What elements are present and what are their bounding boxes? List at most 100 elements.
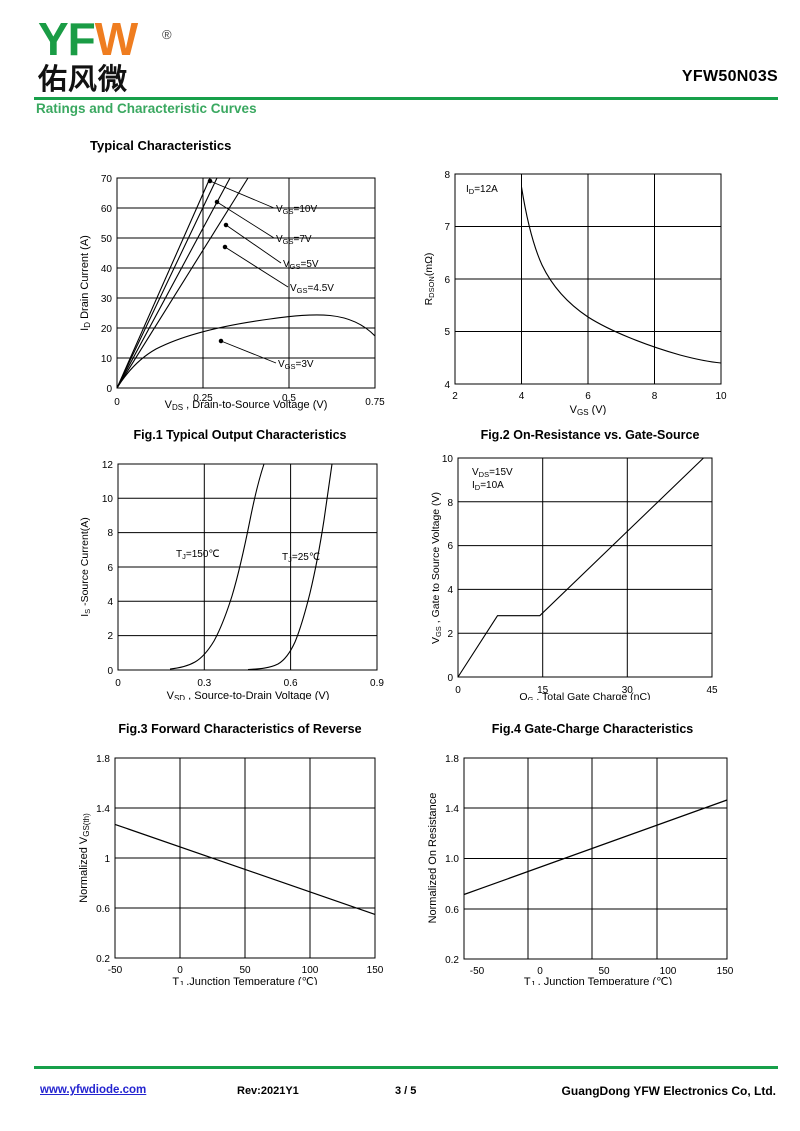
svg-text:1.8: 1.8 (96, 754, 110, 765)
svg-text:0: 0 (177, 965, 183, 976)
company-name: GuangDong YFW Electronics Co, Ltd. (561, 1084, 776, 1098)
fig3-caption: Fig.3 Forward Characteristics of Reverse (118, 722, 362, 736)
svg-text:0.25: 0.25 (193, 393, 213, 404)
svg-text:0.75: 0.75 (365, 397, 385, 408)
svg-text:7: 7 (444, 222, 450, 233)
svg-text:2: 2 (107, 631, 113, 642)
svg-text:0: 0 (107, 666, 113, 677)
svg-text:VGS=3V: VGS=3V (278, 359, 314, 371)
logo-yf-text: YF (38, 13, 96, 65)
svg-text:ID=10A: ID=10A (472, 480, 504, 492)
svg-text:TJ=150℃: TJ=150℃ (176, 549, 220, 561)
svg-text:TJ=25℃: TJ=25℃ (282, 552, 320, 564)
svg-text:VGS=7V: VGS=7V (276, 234, 312, 246)
svg-text:0: 0 (106, 384, 112, 395)
svg-text:1.8: 1.8 (445, 754, 459, 765)
svg-text:50: 50 (598, 966, 610, 977)
svg-text:30: 30 (101, 294, 113, 305)
svg-text:8: 8 (444, 170, 450, 181)
svg-text:100: 100 (660, 966, 677, 977)
svg-text:0.6: 0.6 (96, 904, 110, 915)
svg-text:45: 45 (706, 685, 718, 696)
svg-text:ID Drain Current (A): ID Drain Current (A) (79, 235, 92, 331)
svg-text:Normalized VGS(th): Normalized VGS(th) (78, 813, 91, 903)
svg-text:Normalized On Resistance: Normalized On Resistance (427, 793, 439, 924)
svg-text:VGS=5V: VGS=5V (283, 259, 319, 271)
part-number: YFW50N03S (681, 68, 778, 85)
svg-text:40: 40 (101, 264, 113, 275)
chart-fig4: 10 8 6 4 2 0 0 15 30 45 VGS , Gate to Source … (430, 450, 760, 700)
svg-text:RDSON(mΩ): RDSON(mΩ) (423, 253, 436, 306)
svg-text:0.9: 0.9 (370, 678, 384, 689)
fig2-caption: Fig.2 On-Resistance vs. Gate-Source (480, 428, 700, 442)
svg-text:0: 0 (115, 678, 121, 689)
svg-text:150: 150 (717, 966, 734, 977)
logo-chinese-name: 佑风微 (38, 62, 129, 96)
svg-text:VDS , Drain-to-Source Voltage: VDS , Drain-to-Source Voltage (V) (165, 399, 328, 412)
svg-text:6: 6 (107, 563, 113, 574)
svg-text:150: 150 (367, 965, 384, 976)
logo-wordmark: YFW ® (38, 16, 218, 62)
svg-text:15: 15 (537, 685, 549, 696)
svg-text:100: 100 (302, 965, 319, 976)
website-link[interactable]: www.yfwdiode.com (40, 1084, 147, 1096)
svg-text:50: 50 (239, 965, 251, 976)
svg-text:QG , Total Gate Charge (nC): QG , Total Gate Charge (nC) (519, 691, 650, 700)
fig1-caption: Fig.1 Typical Output Characteristics (133, 428, 347, 442)
svg-text:0: 0 (447, 673, 453, 684)
svg-text:-50: -50 (108, 965, 123, 976)
svg-text:4: 4 (444, 380, 450, 391)
svg-text:4: 4 (519, 391, 525, 402)
svg-text:0.3: 0.3 (197, 678, 211, 689)
svg-text:20: 20 (101, 324, 113, 335)
registered-trademark-icon: ® (162, 27, 172, 42)
svg-text:8: 8 (447, 498, 453, 509)
chart-fig6: 1.8 1.4 1.0 0.6 0.2 -50 0 50 100 150 Normali… (420, 745, 750, 985)
svg-text:VDS=15V: VDS=15V (472, 467, 513, 479)
svg-text:2: 2 (447, 629, 453, 640)
page-number: 3 / 5 (395, 1085, 417, 1097)
svg-text:0: 0 (455, 685, 461, 696)
section-subtitle: Ratings and Characteristic Curves (36, 101, 257, 116)
svg-text:10: 10 (101, 354, 113, 365)
revision-label: Rev:2021Y1 (237, 1085, 299, 1097)
svg-text:1.4: 1.4 (96, 804, 110, 815)
logo-w-text: W (94, 13, 138, 65)
chart-fig5: 1.8 1.4 1 0.6 0.2 -50 0 50 100 150 Normalize… (70, 745, 400, 985)
svg-text:70: 70 (101, 174, 113, 185)
svg-text:0: 0 (537, 966, 543, 977)
svg-text:30: 30 (622, 685, 634, 696)
fig4-caption: Fig.4 Gate-Charge Characteristics (491, 722, 694, 736)
svg-text:IS -Source Current(A): IS -Source Current(A) (79, 517, 92, 617)
svg-text:VGS=4.5V: VGS=4.5V (290, 283, 334, 295)
svg-text:6: 6 (447, 541, 453, 552)
svg-text:TJ ,Junction Temperature (℃): TJ ,Junction Temperature (℃) (172, 976, 317, 985)
footer-divider (34, 1066, 778, 1069)
svg-text:6: 6 (585, 391, 591, 402)
svg-text:4: 4 (447, 585, 453, 596)
svg-text:VSD , Source-to-Drain Voltage: VSD , Source-to-Drain Voltage (V) (167, 690, 330, 700)
svg-text:-50: -50 (470, 966, 485, 977)
svg-text:TJ , Junction Temperature (℃): TJ , Junction Temperature (℃) (524, 976, 672, 985)
svg-text:50: 50 (101, 234, 113, 245)
svg-text:5: 5 (444, 327, 450, 338)
svg-text:60: 60 (101, 204, 113, 215)
svg-text:1: 1 (104, 854, 110, 865)
svg-text:VGS , Gate to Source Voltage (: VGS , Gate to Source Voltage (V) (430, 492, 443, 644)
svg-text:8: 8 (107, 528, 113, 539)
svg-text:12: 12 (102, 460, 114, 471)
svg-text:0.2: 0.2 (96, 954, 110, 965)
svg-text:10: 10 (442, 454, 454, 465)
svg-text:2: 2 (452, 391, 458, 402)
svg-text:10: 10 (715, 391, 727, 402)
svg-text:VGS=10V: VGS=10V (276, 204, 317, 216)
svg-text:4: 4 (107, 597, 113, 608)
svg-text:0: 0 (114, 397, 120, 408)
header-divider (34, 97, 778, 100)
svg-text:6: 6 (444, 275, 450, 286)
svg-text:8: 8 (652, 391, 658, 402)
svg-text:VGS (V): VGS (V) (570, 404, 607, 415)
svg-text:0.5: 0.5 (282, 393, 296, 404)
chart-fig1: 70 60 50 40 30 20 10 0 0 0.25 0.5 0.75 ID Drai… (70, 165, 400, 415)
